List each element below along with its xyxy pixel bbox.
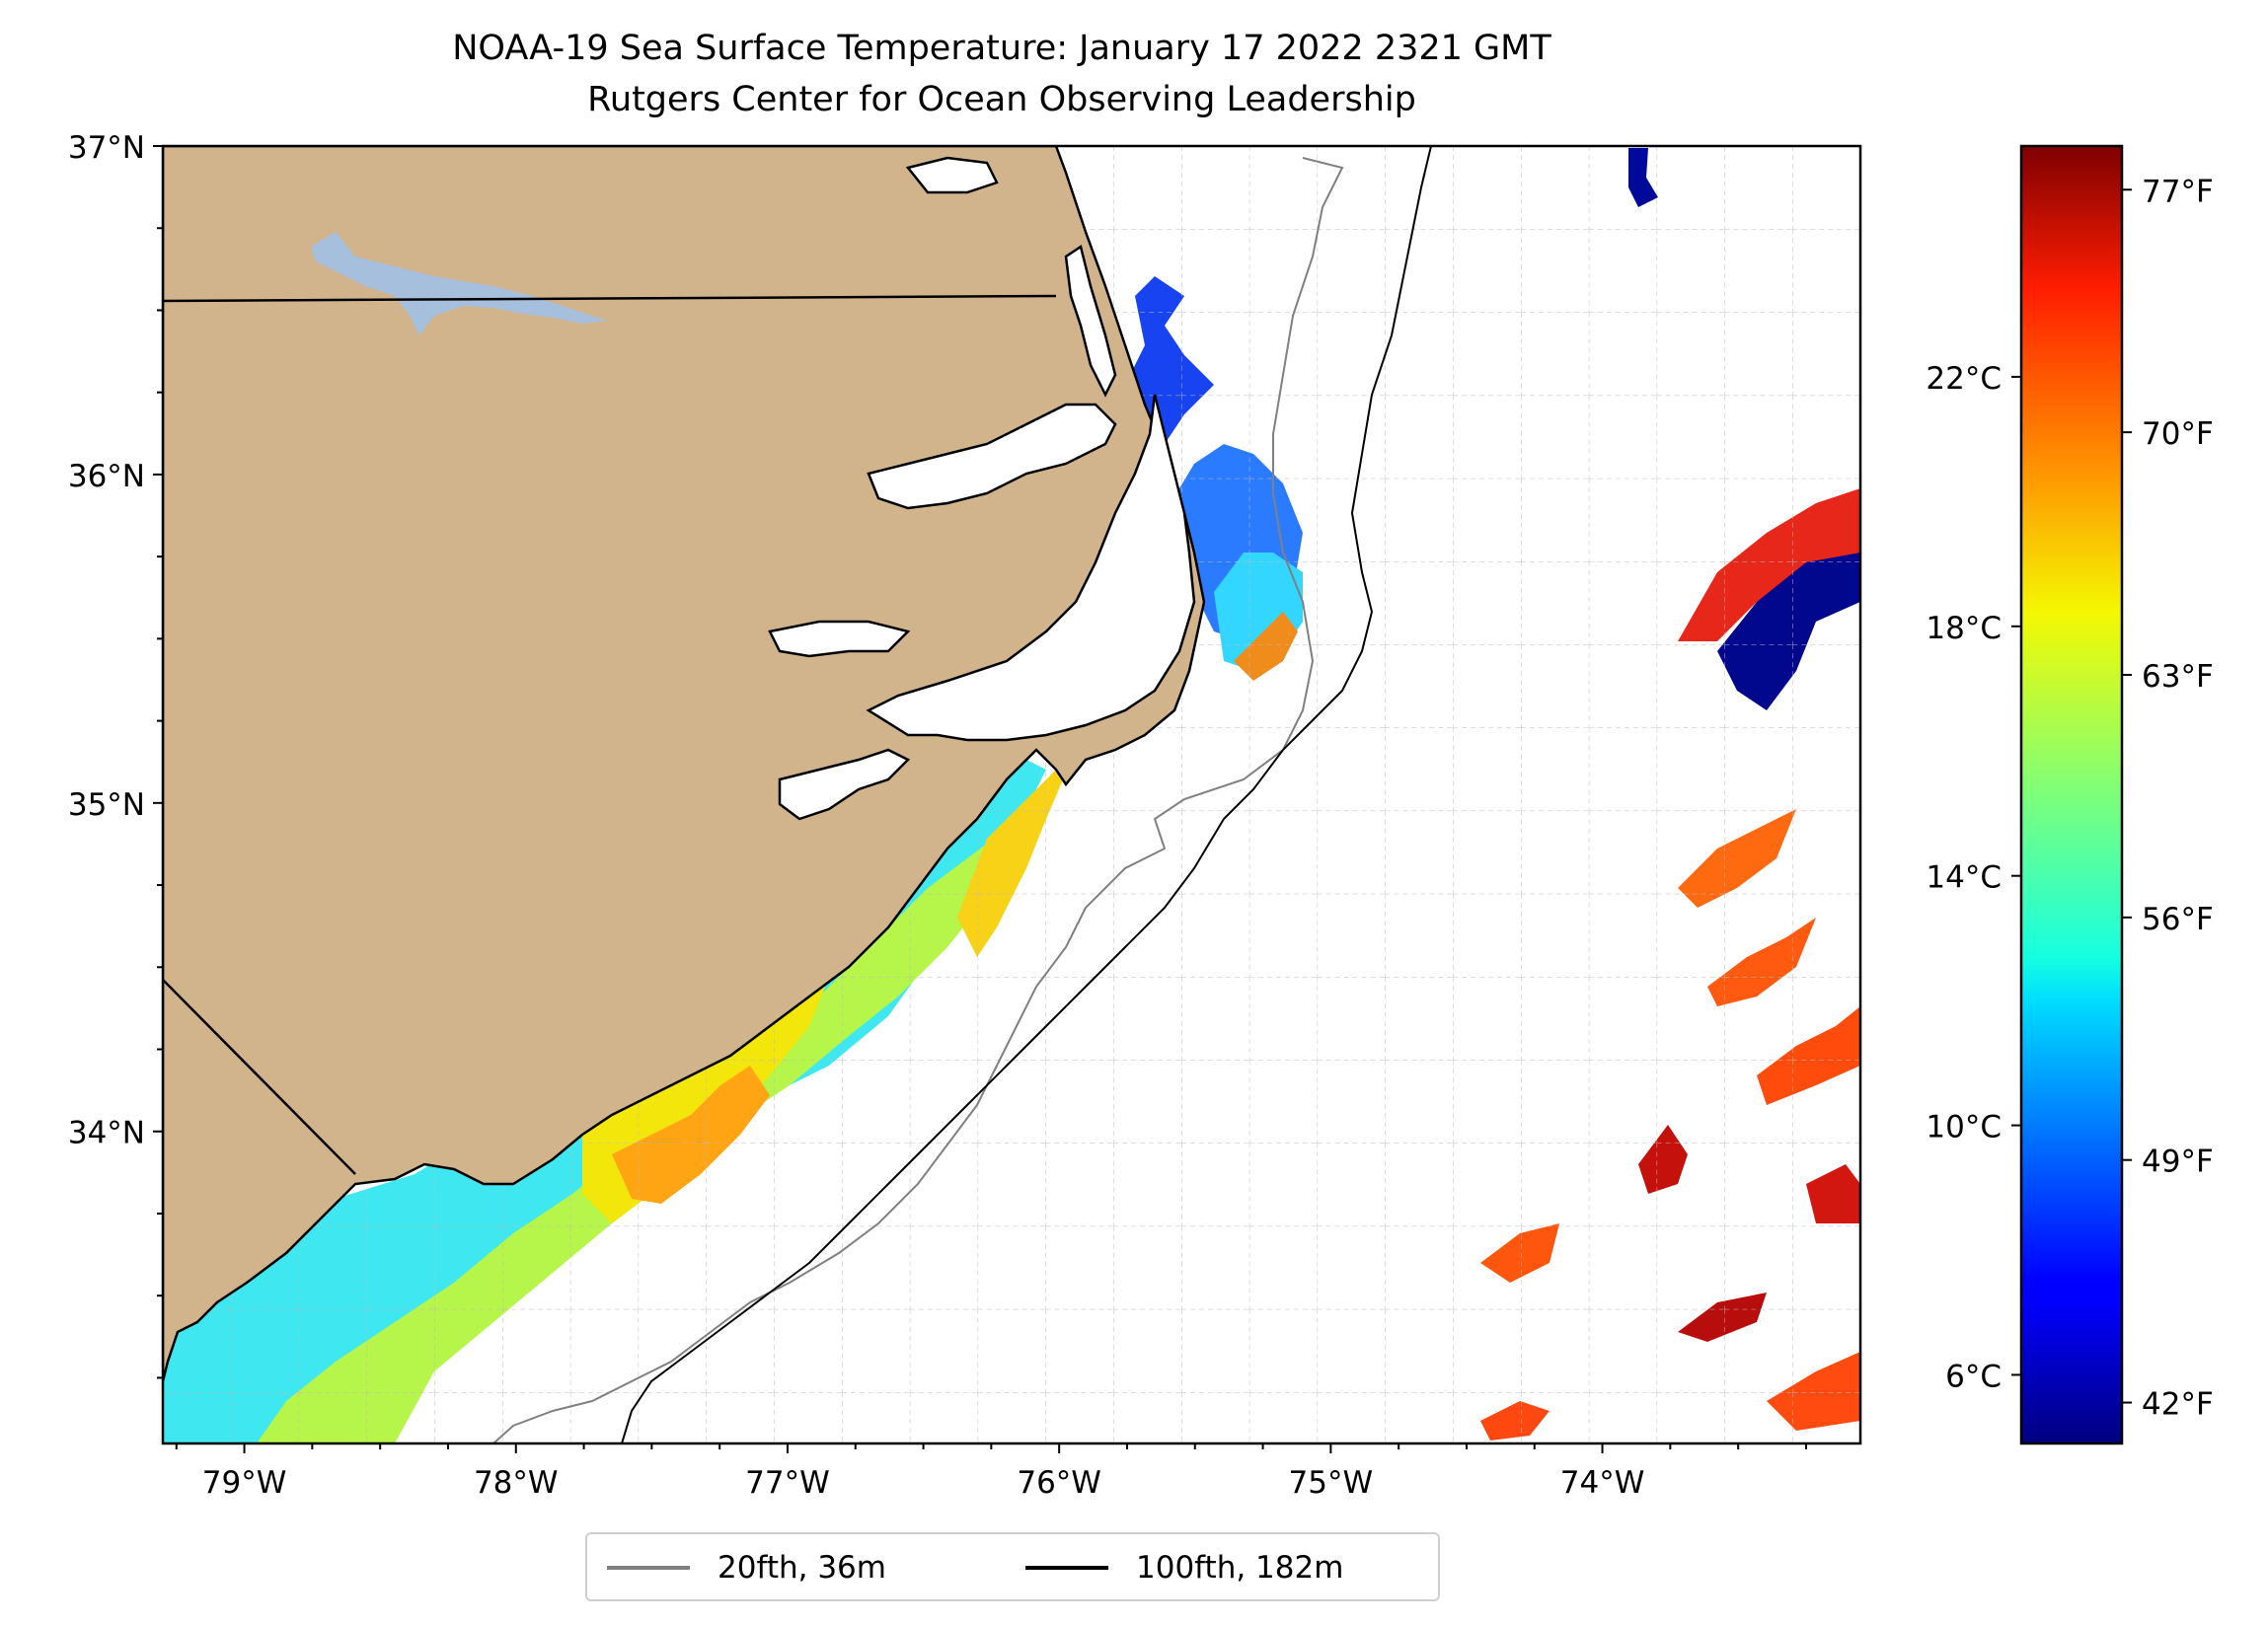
map-panel (161, 144, 1862, 1445)
map-frame (161, 144, 1862, 1445)
lat-tick-label: 36°N (68, 459, 145, 494)
lon-tick-label: 79°W (202, 1465, 287, 1501)
celsius-tick-label: 14°C (1926, 860, 2002, 896)
pamlico-river (768, 620, 911, 658)
currituck-sound (1064, 244, 1117, 398)
state-border-nc-sc (163, 979, 356, 1175)
celsius-tick-label: 10°C (1926, 1110, 2002, 1146)
isobath-100fth (621, 146, 1432, 1443)
celsius-tick-label: 22°C (1926, 361, 2002, 397)
lon-tick-label: 78°W (474, 1465, 559, 1501)
lon-tick-label: 75°W (1289, 1465, 1374, 1501)
fahrenheit-tick-label: 49°F (2142, 1145, 2214, 1180)
isobath-legend: 20fth, 36m 100fth, 182m (585, 1532, 1440, 1601)
fahrenheit-tick-label: 42°F (2142, 1387, 2214, 1423)
kerr-lake (311, 232, 607, 335)
legend-label-100fth: 100fth, 182m (1136, 1550, 1344, 1586)
legend-label-20fth: 20fth, 36m (718, 1550, 886, 1586)
celsius-tick-label: 6°C (1945, 1359, 2002, 1394)
albemarle-sound (867, 403, 1117, 510)
colorbar-fahrenheit-ticks: 42°F 49°F 56°F 63°F 70°F 77°F (2122, 174, 2214, 1423)
chesapeake-inlet (905, 156, 999, 194)
legend-line-100fth (1025, 1566, 1108, 1570)
lon-tick-label: 76°W (1017, 1465, 1101, 1501)
pamlico-sound (866, 394, 1196, 742)
fahrenheit-tick-label: 56°F (2142, 902, 2214, 937)
isobath-20fth (492, 157, 1344, 1443)
neuse-river (778, 748, 911, 821)
colorbar: 6°C 10°C 14°C 18°C 22°C 42°F 49°F 56°F 63°F 70°F… (1926, 144, 2214, 1445)
fahrenheit-tick-label: 63°F (2142, 659, 2214, 695)
lon-tick-label: 74°W (1560, 1465, 1645, 1501)
colorbar-gradient (2021, 146, 2122, 1443)
map-title: NOAA-19 Sea Surface Temperature: January… (452, 29, 1551, 68)
colorbar-celsius-ticks: 6°C 10°C 14°C 18°C 22°C (1926, 361, 2021, 1394)
celsius-tick-label: 18°C (1926, 611, 2002, 646)
colorbar-frame (2019, 144, 2124, 1445)
latitude-axis: 37°N 36°N 35°N 34°N (68, 130, 163, 1379)
fahrenheit-tick-label: 70°F (2142, 416, 2214, 452)
fahrenheit-tick-label: 77°F (2142, 174, 2214, 209)
lat-tick-label: 34°N (68, 1116, 145, 1151)
lat-tick-label: 37°N (68, 130, 145, 166)
state-border-nc-va (163, 294, 1057, 303)
lat-tick-label: 35°N (68, 787, 145, 823)
longitude-axis: 79°W 78°W 77°W 76°W 75°W 74°W (175, 1443, 1807, 1501)
legend-line-20fth (607, 1566, 690, 1570)
map-subtitle: Rutgers Center for Ocean Observing Leade… (587, 80, 1416, 119)
lon-tick-label: 77°W (745, 1465, 830, 1501)
